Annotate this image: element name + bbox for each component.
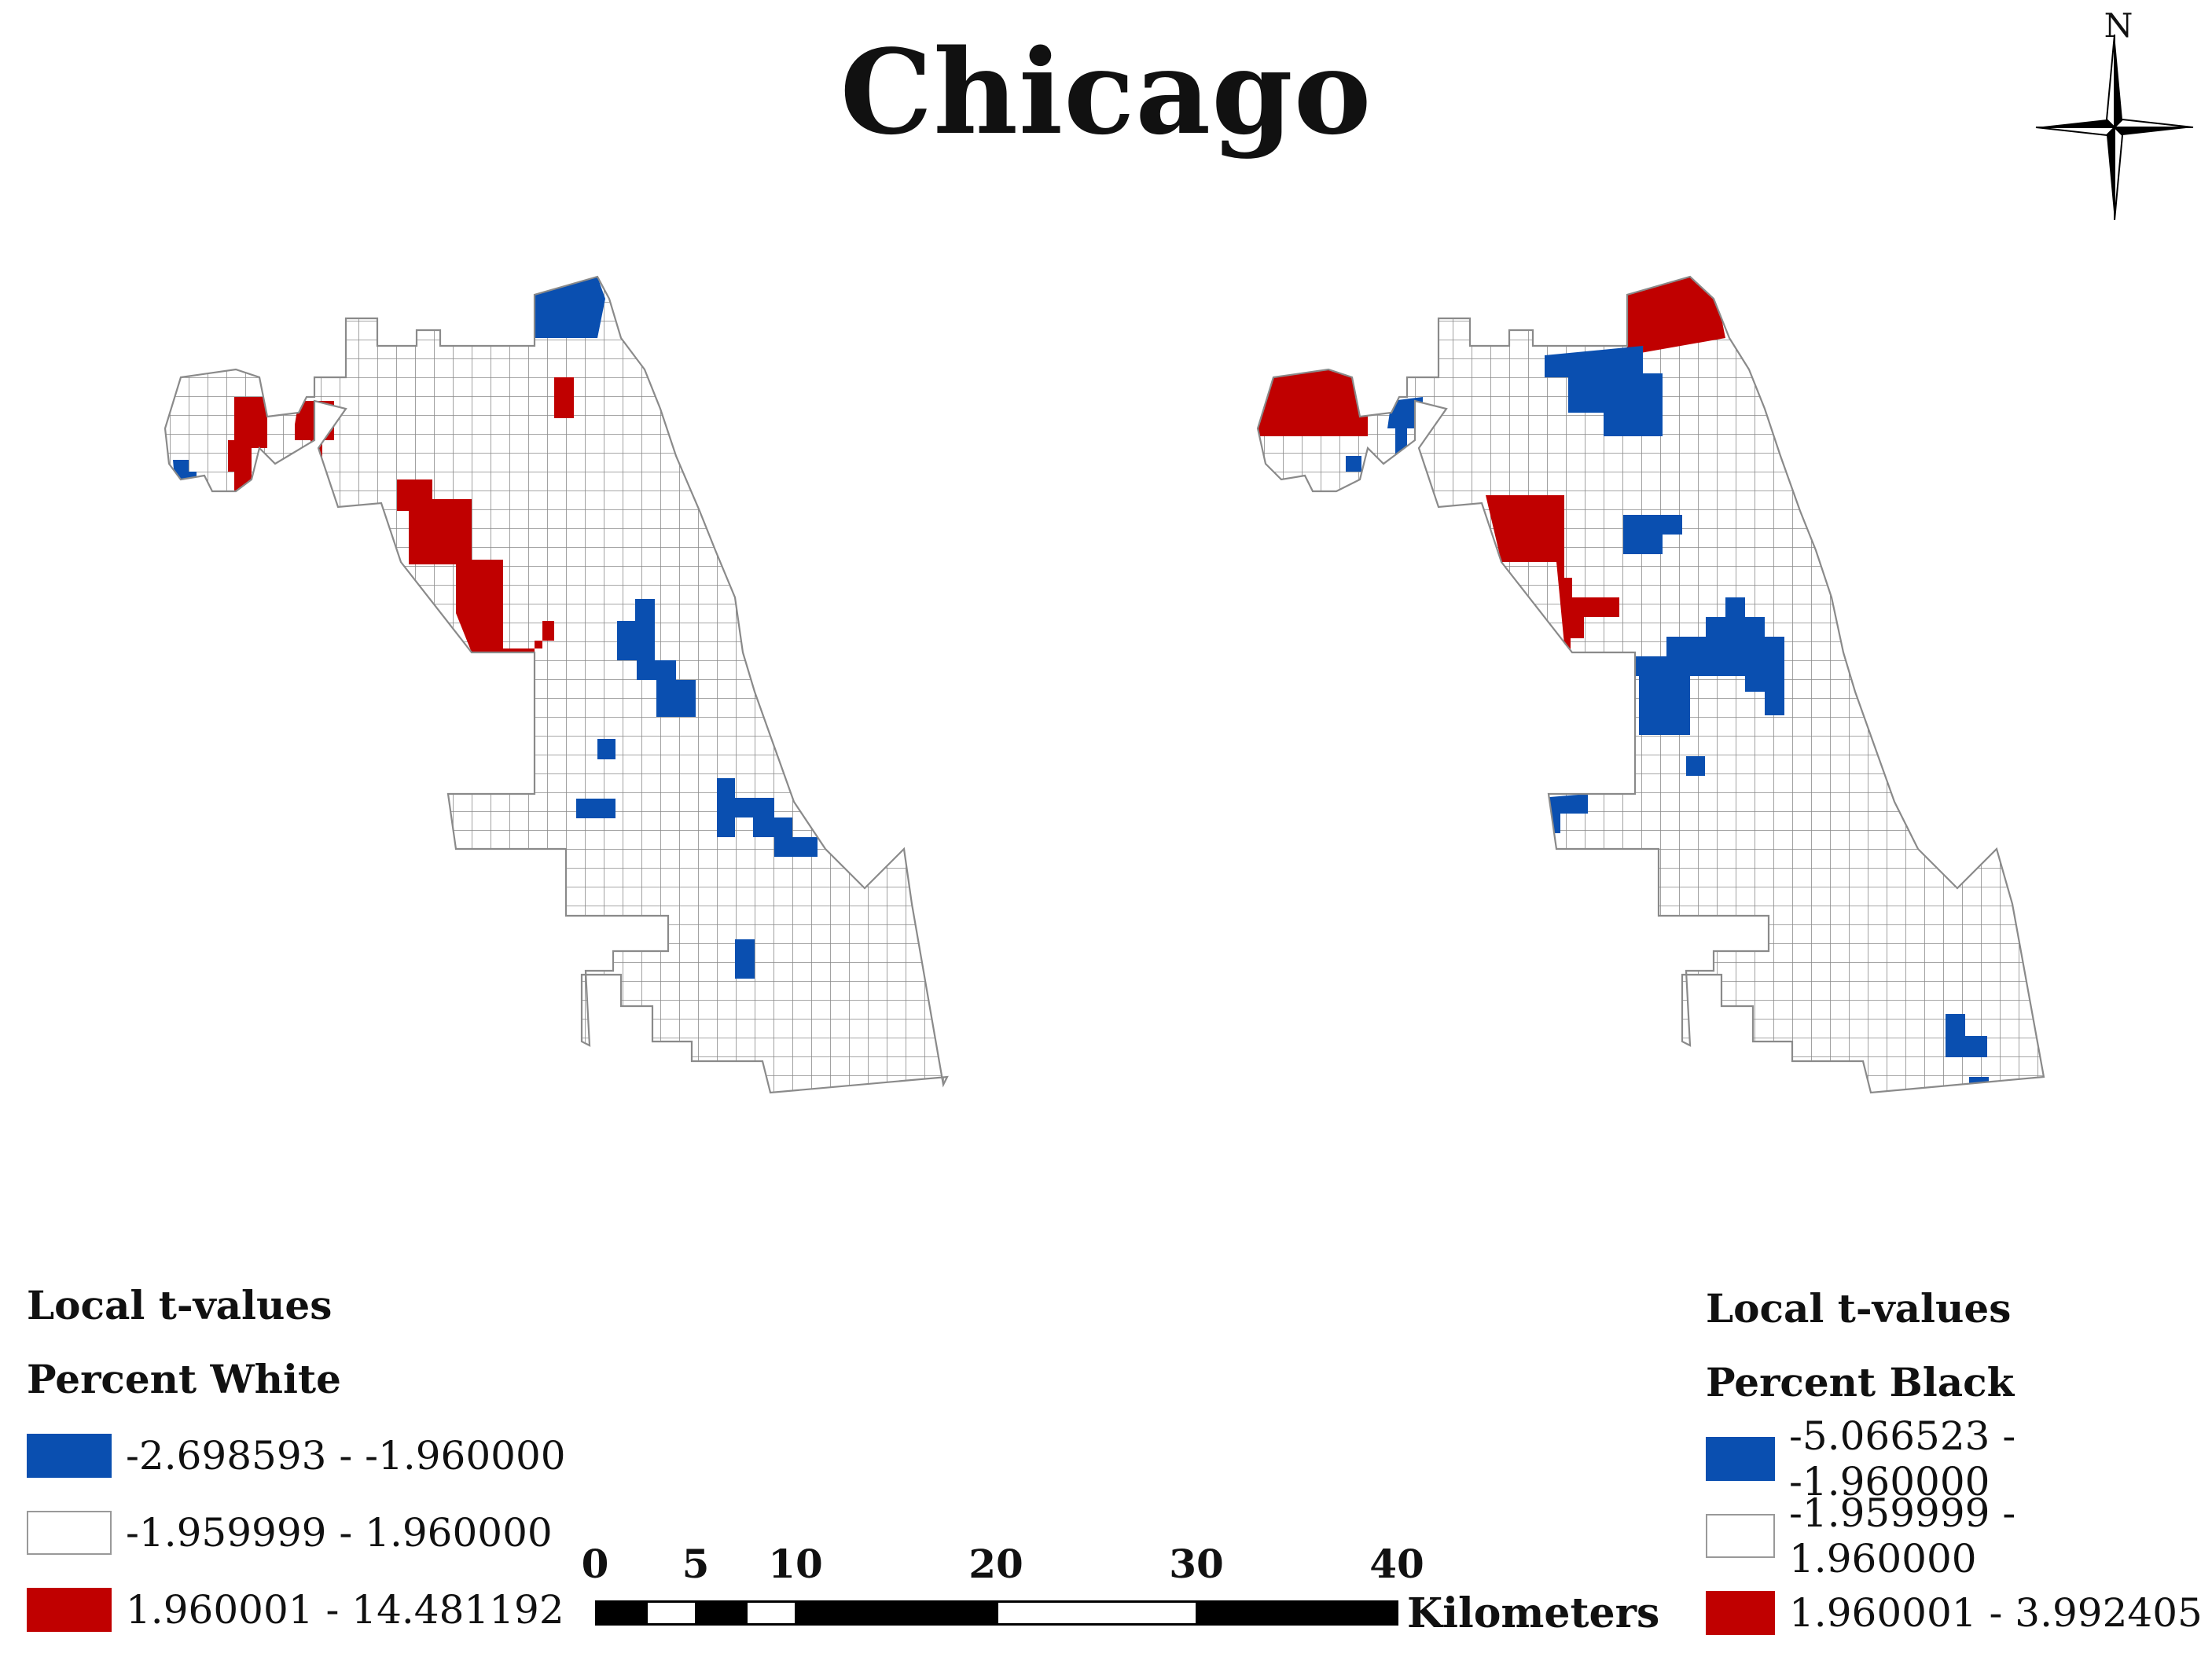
legend-label: -2.698593 - -1.960000 xyxy=(126,1433,566,1479)
legend-item: 1.960001 - 3.992405 xyxy=(1706,1590,2212,1636)
scale-tick: 30 xyxy=(1169,1541,1224,1587)
scale-segment xyxy=(595,1600,647,1626)
legend-label: -1.959999 - 1.960000 xyxy=(1789,1490,2016,1582)
north-arrow-icon xyxy=(2035,34,2194,220)
scale-segment xyxy=(1196,1600,1398,1626)
scale-segment xyxy=(745,1600,797,1626)
legend-heading: Local t-values xyxy=(1706,1285,2012,1332)
scale-unit: Kilometers xyxy=(1407,1589,1660,1637)
positive-region xyxy=(1486,495,1619,652)
scale-bar: 0 5 10 20 30 40 Kilometers xyxy=(581,1541,1660,1651)
legend-swatch xyxy=(27,1434,112,1478)
positive-region xyxy=(554,377,574,418)
tract-grid xyxy=(165,277,947,1093)
scale-segment xyxy=(796,1600,998,1626)
legend-variable: Percent White xyxy=(27,1356,341,1402)
legend-swatch xyxy=(1706,1591,1775,1635)
negative-region xyxy=(576,799,615,818)
positive-region xyxy=(397,479,554,652)
negative-region xyxy=(597,739,615,759)
positive-region xyxy=(1258,369,1368,436)
negative-region xyxy=(1545,346,1663,436)
legend-label: 1.960001 - 3.992405 xyxy=(1789,1590,2203,1636)
scale-tick: 10 xyxy=(768,1541,823,1587)
legend-item: -5.066523 - -1.960000 xyxy=(1706,1413,2212,1505)
negative-region xyxy=(735,939,755,979)
negative-region xyxy=(1627,597,1784,735)
legend-item: -2.698593 - -1.960000 xyxy=(27,1433,566,1479)
legend-item: -1.959999 - 1.960000 xyxy=(1706,1490,2212,1582)
scale-segment xyxy=(645,1600,697,1626)
scale-tick: 0 xyxy=(581,1541,609,1587)
map-percent-black xyxy=(1256,275,2045,1094)
negative-region xyxy=(1946,1014,1987,1057)
negative-region xyxy=(1686,756,1705,776)
legend-variable: Percent Black xyxy=(1706,1359,2015,1405)
legend-percent-white: Local t-values Percent White -2.698593 -… xyxy=(27,1286,566,1665)
legend-swatch xyxy=(1706,1437,1775,1481)
legend-label: 1.960001 - 14.481192 xyxy=(126,1587,564,1633)
legend-swatch xyxy=(27,1511,112,1555)
legend-swatch xyxy=(27,1588,112,1632)
positive-region xyxy=(228,397,267,495)
legend-item: -1.959999 - 1.960000 xyxy=(27,1510,566,1556)
legend-label: -5.066523 - -1.960000 xyxy=(1789,1413,2016,1505)
maps-canvas xyxy=(164,275,2045,1094)
scale-segment xyxy=(696,1600,748,1626)
scale-tick: 40 xyxy=(1369,1541,1424,1587)
negative-region xyxy=(1623,515,1682,554)
legend-percent-black: Local t-values Percent Black -5.066523 -… xyxy=(1706,1289,2212,1668)
map-percent-white xyxy=(164,275,949,1094)
legend-swatch xyxy=(1706,1514,1775,1558)
negative-region xyxy=(533,277,605,338)
legend-heading: Local t-values xyxy=(27,1282,333,1328)
negative-region xyxy=(173,460,197,479)
negative-region xyxy=(1387,397,1423,472)
legend-item: 1.960001 - 14.481192 xyxy=(27,1587,566,1633)
map-title: Chicago xyxy=(840,24,1372,160)
legend-label: -1.959999 - 1.960000 xyxy=(126,1510,553,1556)
negative-region xyxy=(717,778,818,857)
north-label: N xyxy=(2104,6,2133,45)
negative-region xyxy=(1346,456,1361,472)
scale-tick: 5 xyxy=(682,1541,710,1587)
tract-grid xyxy=(1258,277,2044,1093)
positive-region xyxy=(1626,277,1725,355)
scale-tick: 20 xyxy=(968,1541,1023,1587)
negative-region xyxy=(617,599,696,717)
scale-segment xyxy=(996,1600,1198,1626)
